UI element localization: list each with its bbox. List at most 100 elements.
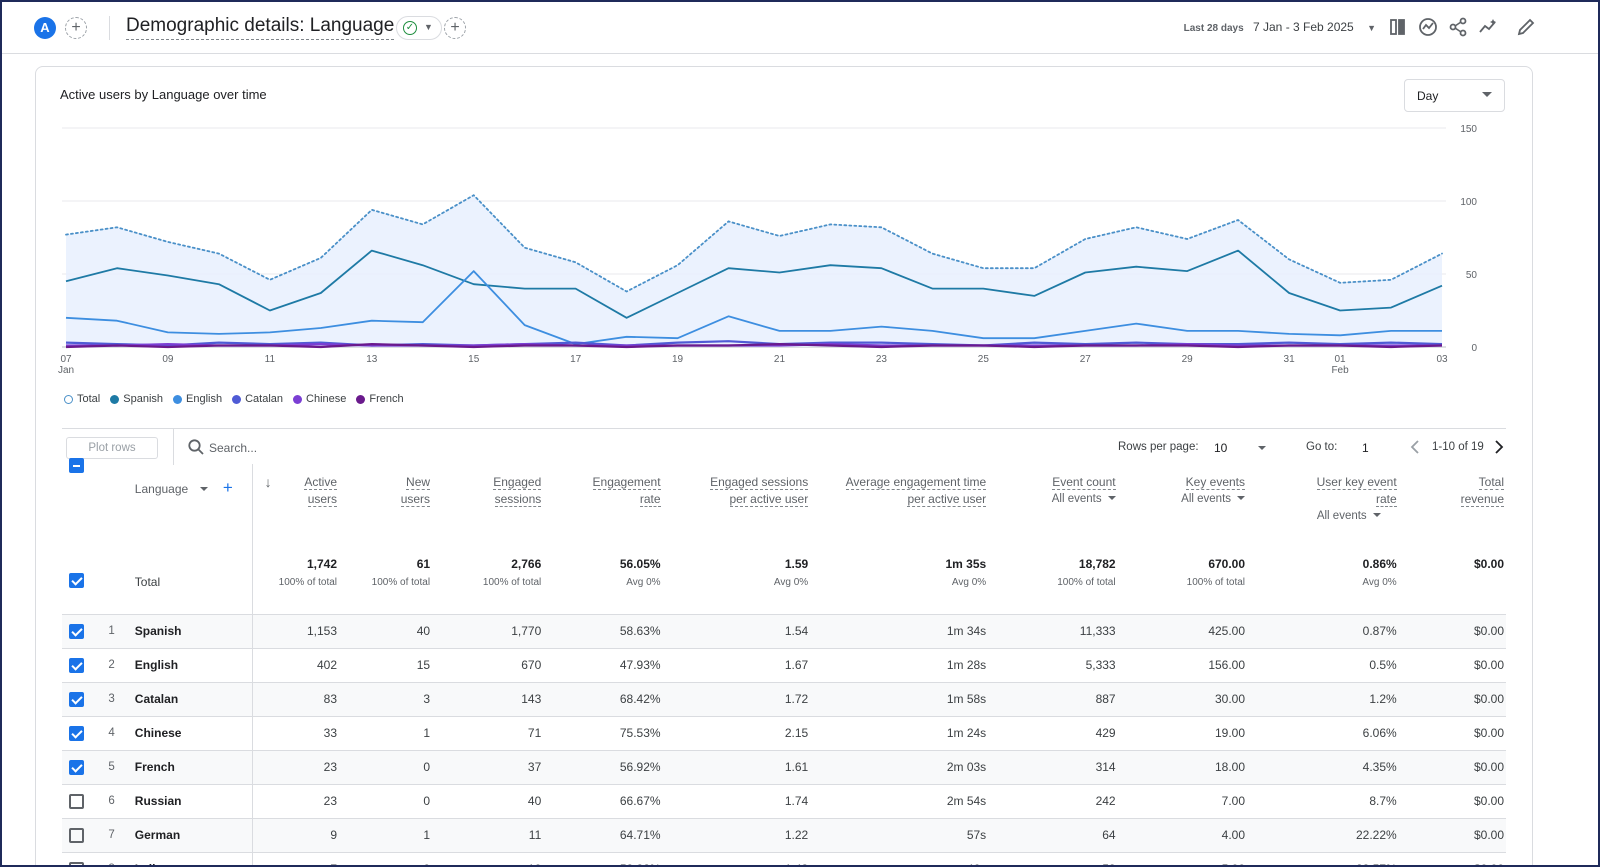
rate-filter-select[interactable]: All events <box>1245 510 1381 522</box>
legend-item[interactable]: Catalan <box>232 393 283 405</box>
table-row[interactable]: 3 Catalan 83 3 143 68.42% 1.72 1m 58s 887 30.00 1.… <box>62 681 1506 716</box>
row-language[interactable]: Spanish <box>134 613 253 648</box>
row-value: 23 <box>252 783 338 818</box>
row-value: 1.2% <box>1245 681 1397 716</box>
row-value: $0.00 <box>1396 715 1506 750</box>
table-row[interactable]: 5 French 23 0 37 56.92% 1.61 2m 03s 314 18.00 4.35… <box>62 749 1506 784</box>
row-value: 1m 58s <box>808 681 987 716</box>
row-language[interactable]: Russian <box>134 783 253 818</box>
row-language[interactable]: Chinese <box>134 715 253 750</box>
table-toolbar: Plot rows Rows per page: 10 Go to: 1 1-1… <box>62 428 1506 465</box>
share-icon[interactable] <box>1447 16 1469 38</box>
row-language[interactable]: Catalan <box>134 681 253 716</box>
add-comparison-button[interactable]: + <box>65 17 87 39</box>
dimension-header-label: Language <box>134 482 189 496</box>
row-value: 18.00 <box>1115 749 1246 784</box>
next-page-icon[interactable] <box>1492 439 1506 455</box>
row-language[interactable]: French <box>134 749 253 784</box>
row-value: 1.43 <box>660 851 809 865</box>
date-range-label: Last 28 days <box>1183 23 1244 34</box>
add-dimension-icon[interactable]: + <box>222 478 233 497</box>
goto-input[interactable]: 1 <box>1362 441 1369 455</box>
col-label: rate <box>1376 492 1397 507</box>
add-filter-button[interactable]: + <box>444 17 466 39</box>
trend-icon[interactable] <box>1477 16 1499 38</box>
row-value: $0.00 <box>1396 817 1506 852</box>
row-checkbox[interactable] <box>69 827 84 843</box>
row-value: 1m 28s <box>808 647 987 682</box>
event-filter-select[interactable]: All events <box>986 493 1116 505</box>
col-total-revenue[interactable]: Total revenue <box>1397 464 1506 548</box>
row-checkbox[interactable] <box>69 657 84 673</box>
row-checkbox[interactable] <box>69 691 84 707</box>
x-tick-label: 03 <box>1436 354 1448 365</box>
row-value: 0 <box>337 851 431 865</box>
row-value: 143 <box>430 681 542 716</box>
sort-descending-icon[interactable]: ↓ <box>264 474 272 490</box>
key-event-filter-select[interactable]: All events <box>1116 493 1246 505</box>
row-value: 66.67% <box>541 783 661 818</box>
row-value: 314 <box>986 749 1116 784</box>
row-checkbox[interactable] <box>69 623 84 639</box>
table-row[interactable]: 2 English 402 15 670 47.93% 1.67 1m 28s 5,333 156… <box>62 647 1506 682</box>
granularity-select[interactable]: Day <box>1404 79 1505 112</box>
row-value: 2m 03s <box>808 749 987 784</box>
legend-item[interactable]: Total <box>64 393 100 405</box>
data-table: Language + ↓ Active users New users E <box>62 458 1506 865</box>
col-active-users[interactable]: ↓ Active users <box>252 464 338 548</box>
col-new-users[interactable]: New users <box>337 464 431 548</box>
col-label: sessions <box>494 492 542 507</box>
x-tick-label: 17 <box>570 354 582 365</box>
table-row[interactable]: 1 Spanish 1,153 40 1,770 58.63% 1.54 1m 34s 11,3… <box>62 613 1506 648</box>
total-value: 1.59 <box>784 557 809 571</box>
x-tick-label: 23 <box>876 354 888 365</box>
row-language[interactable]: German <box>134 817 253 852</box>
legend-item[interactable]: French <box>356 393 404 405</box>
account-avatar[interactable]: A <box>34 17 56 39</box>
edit-icon[interactable] <box>1515 16 1537 38</box>
row-checkbox[interactable] <box>69 861 84 865</box>
row-checkbox[interactable] <box>69 793 84 809</box>
x-tick-label: 27 <box>1080 354 1092 365</box>
row-value: 9 <box>252 817 338 852</box>
row-value: 2m 54s <box>808 783 987 818</box>
legend-item[interactable]: Chinese <box>293 393 346 405</box>
row-checkbox[interactable] <box>69 725 84 741</box>
table-row[interactable]: 8Italian701058.82%1.4346s585.0028.57%$0.… <box>62 851 1506 865</box>
col-user-key-event-rate[interactable]: User key event rate All events <box>1245 464 1397 548</box>
plot-rows-button[interactable]: Plot rows <box>66 437 158 459</box>
table-row[interactable]: 6 Russian 23 0 40 66.67% 1.74 2m 54s 242 7.00 8.7%… <box>62 783 1506 818</box>
col-engaged-sessions[interactable]: Engaged sessions <box>430 464 542 548</box>
series-line-total <box>65 194 1443 293</box>
row-language[interactable]: English <box>134 647 253 682</box>
rows-per-page-select[interactable]: 10 <box>1214 441 1274 455</box>
row-rank: 7 <box>100 817 135 852</box>
col-engagement-rate[interactable]: Engagement rate <box>541 464 661 548</box>
row-checkbox[interactable] <box>69 759 84 775</box>
table-row[interactable]: 7 German 9 1 11 64.71% 1.22 57s 64 4.00 22.22% $0.0… <box>62 817 1506 852</box>
date-range-value: 7 Jan - 3 Feb 2025 <box>1253 20 1354 34</box>
total-checkbox[interactable] <box>69 573 84 589</box>
title-status-dropdown[interactable]: ✓ ▼ <box>396 16 442 40</box>
col-event-count[interactable]: Event count All events <box>986 464 1116 548</box>
dimension-header[interactable]: Language + <box>134 464 253 548</box>
col-engaged-sessions-per-user[interactable]: Engaged sessions per active user <box>661 464 809 548</box>
total-value-cell: 1.59 Avg 0% <box>661 548 809 614</box>
prev-page-icon[interactable] <box>1408 439 1422 455</box>
insights-icon[interactable] <box>1417 16 1439 38</box>
col-avg-engagement-time[interactable]: Average engagement time per active user <box>808 464 987 548</box>
row-language[interactable]: Italian <box>134 851 253 865</box>
row-value: 57s <box>808 817 987 852</box>
legend-item[interactable]: Spanish <box>110 393 163 405</box>
legend-item[interactable]: English <box>173 393 222 405</box>
legend-label: Catalan <box>245 393 284 405</box>
date-range-picker[interactable]: Last 28 days 7 Jan - 3 Feb 2025 ▼ <box>1184 20 1376 34</box>
col-key-events[interactable]: Key events All events <box>1116 464 1246 548</box>
select-all-checkbox[interactable] <box>69 458 84 474</box>
page-range: 1-10 of 19 <box>1432 441 1484 453</box>
row-value: 19.00 <box>1115 715 1246 750</box>
search-input[interactable] <box>209 437 409 459</box>
compare-icon[interactable] <box>1387 16 1409 38</box>
table-row[interactable]: 4 Chinese 33 1 71 75.53% 2.15 1m 24s 429 19.00 6.0… <box>62 715 1506 750</box>
caret-down-icon <box>1372 513 1381 517</box>
